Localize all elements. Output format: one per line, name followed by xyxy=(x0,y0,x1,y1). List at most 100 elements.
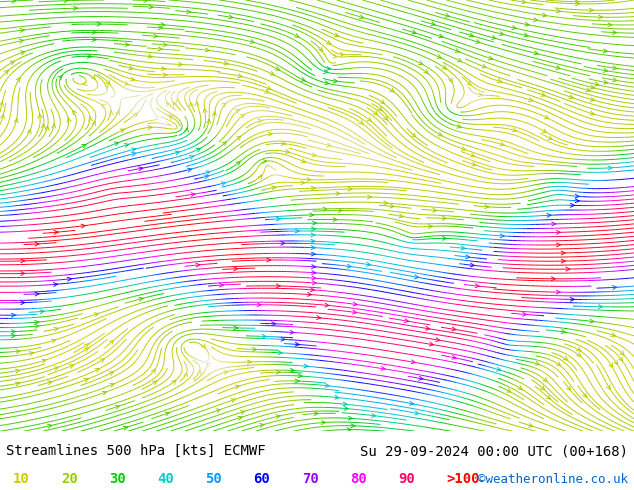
FancyArrowPatch shape xyxy=(105,84,109,88)
FancyArrowPatch shape xyxy=(270,72,275,75)
Text: 10: 10 xyxy=(13,472,29,487)
FancyArrowPatch shape xyxy=(149,5,153,9)
FancyArrowPatch shape xyxy=(384,201,388,205)
FancyArrowPatch shape xyxy=(500,32,504,36)
FancyArrowPatch shape xyxy=(188,168,191,172)
FancyArrowPatch shape xyxy=(512,128,517,132)
FancyArrowPatch shape xyxy=(522,0,526,4)
FancyArrowPatch shape xyxy=(547,214,551,217)
FancyArrowPatch shape xyxy=(162,67,165,71)
FancyArrowPatch shape xyxy=(236,162,240,166)
FancyArrowPatch shape xyxy=(462,147,465,150)
FancyArrowPatch shape xyxy=(212,112,216,116)
FancyArrowPatch shape xyxy=(290,368,294,372)
FancyArrowPatch shape xyxy=(67,277,72,281)
FancyArrowPatch shape xyxy=(590,85,595,89)
FancyArrowPatch shape xyxy=(102,392,107,395)
FancyArrowPatch shape xyxy=(608,23,612,26)
FancyArrowPatch shape xyxy=(14,119,18,123)
FancyArrowPatch shape xyxy=(443,236,446,240)
FancyArrowPatch shape xyxy=(257,303,261,307)
FancyArrowPatch shape xyxy=(83,82,87,86)
FancyArrowPatch shape xyxy=(178,62,183,66)
FancyArrowPatch shape xyxy=(333,79,337,83)
FancyArrowPatch shape xyxy=(16,349,20,353)
FancyArrowPatch shape xyxy=(576,352,581,357)
FancyArrowPatch shape xyxy=(384,116,387,120)
FancyArrowPatch shape xyxy=(176,98,179,103)
FancyArrowPatch shape xyxy=(571,203,574,207)
FancyArrowPatch shape xyxy=(11,0,16,3)
FancyArrowPatch shape xyxy=(21,259,25,263)
FancyArrowPatch shape xyxy=(437,55,441,58)
FancyArrowPatch shape xyxy=(314,412,318,416)
FancyArrowPatch shape xyxy=(586,88,590,92)
FancyArrowPatch shape xyxy=(443,216,446,220)
FancyArrowPatch shape xyxy=(590,98,595,101)
FancyArrowPatch shape xyxy=(612,78,617,82)
FancyArrowPatch shape xyxy=(556,290,560,294)
FancyArrowPatch shape xyxy=(190,156,194,159)
FancyArrowPatch shape xyxy=(124,144,129,147)
FancyArrowPatch shape xyxy=(327,67,330,71)
FancyArrowPatch shape xyxy=(295,34,299,37)
FancyArrowPatch shape xyxy=(598,15,602,19)
FancyArrowPatch shape xyxy=(415,411,419,415)
FancyArrowPatch shape xyxy=(424,70,428,74)
FancyArrowPatch shape xyxy=(11,313,15,317)
FancyArrowPatch shape xyxy=(512,25,516,29)
FancyArrowPatch shape xyxy=(313,221,316,225)
FancyArrowPatch shape xyxy=(236,136,241,140)
Text: 40: 40 xyxy=(157,472,174,487)
FancyArrowPatch shape xyxy=(64,0,68,3)
FancyArrowPatch shape xyxy=(281,142,285,146)
FancyArrowPatch shape xyxy=(609,363,612,368)
FancyArrowPatch shape xyxy=(556,66,560,70)
FancyArrowPatch shape xyxy=(29,352,34,355)
FancyArrowPatch shape xyxy=(319,47,323,51)
FancyArrowPatch shape xyxy=(219,283,223,287)
FancyArrowPatch shape xyxy=(488,56,493,60)
FancyArrowPatch shape xyxy=(390,204,394,208)
FancyArrowPatch shape xyxy=(569,95,573,98)
FancyArrowPatch shape xyxy=(378,107,382,111)
FancyArrowPatch shape xyxy=(163,73,167,77)
FancyArrowPatch shape xyxy=(603,49,607,53)
FancyArrowPatch shape xyxy=(470,153,475,157)
FancyArrowPatch shape xyxy=(259,423,264,427)
FancyArrowPatch shape xyxy=(92,30,96,34)
FancyArrowPatch shape xyxy=(614,360,618,365)
FancyArrowPatch shape xyxy=(595,82,599,86)
FancyArrowPatch shape xyxy=(152,369,155,373)
FancyArrowPatch shape xyxy=(348,187,352,191)
FancyArrowPatch shape xyxy=(196,263,200,267)
FancyArrowPatch shape xyxy=(20,28,24,32)
FancyArrowPatch shape xyxy=(276,415,280,418)
FancyArrowPatch shape xyxy=(327,41,331,44)
FancyArrowPatch shape xyxy=(295,229,299,233)
FancyArrowPatch shape xyxy=(258,175,262,179)
FancyArrowPatch shape xyxy=(366,262,370,266)
FancyArrowPatch shape xyxy=(307,178,311,182)
FancyArrowPatch shape xyxy=(10,61,15,65)
FancyArrowPatch shape xyxy=(1,115,4,119)
FancyArrowPatch shape xyxy=(497,79,501,83)
FancyArrowPatch shape xyxy=(197,370,201,374)
FancyArrowPatch shape xyxy=(205,48,209,52)
FancyArrowPatch shape xyxy=(340,52,344,56)
FancyArrowPatch shape xyxy=(216,409,220,413)
FancyArrowPatch shape xyxy=(418,376,423,380)
FancyArrowPatch shape xyxy=(469,33,474,37)
FancyArrowPatch shape xyxy=(247,360,251,364)
FancyArrowPatch shape xyxy=(58,75,62,80)
FancyArrowPatch shape xyxy=(353,302,357,306)
FancyArrowPatch shape xyxy=(169,116,173,120)
FancyArrowPatch shape xyxy=(563,356,567,360)
FancyArrowPatch shape xyxy=(164,121,170,125)
FancyArrowPatch shape xyxy=(11,334,15,338)
FancyArrowPatch shape xyxy=(139,297,143,301)
FancyArrowPatch shape xyxy=(312,153,316,157)
FancyArrowPatch shape xyxy=(15,382,20,386)
FancyArrowPatch shape xyxy=(372,414,375,417)
FancyArrowPatch shape xyxy=(35,324,39,328)
